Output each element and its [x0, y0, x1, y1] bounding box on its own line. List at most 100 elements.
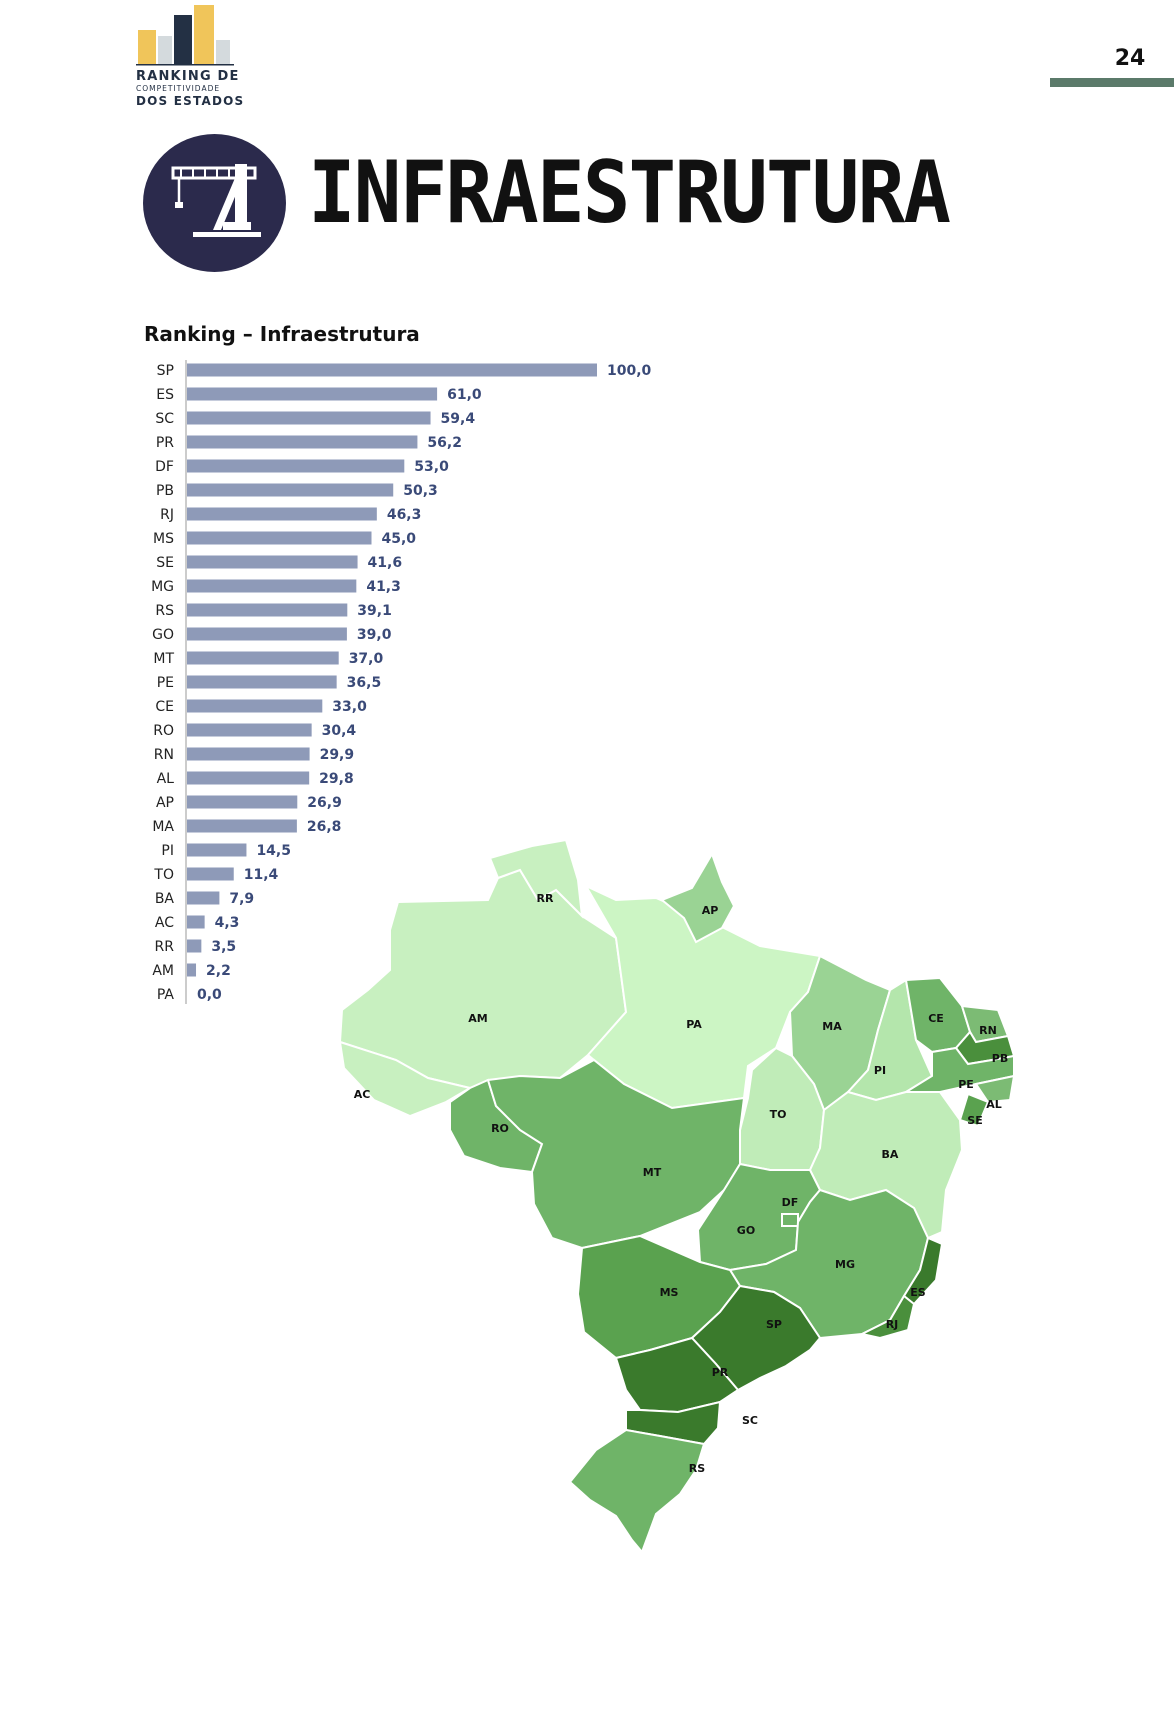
map-state-rs: [568, 1428, 706, 1554]
bar: [187, 963, 197, 977]
bar-value-label: 37,0: [349, 651, 384, 667]
logo-line-3: DOS ESTADOS: [136, 93, 245, 108]
bar-category-label: DF: [155, 459, 174, 475]
bar: [187, 459, 405, 473]
map-label-go: GO: [737, 1224, 755, 1237]
bar-value-label: 2,2: [206, 963, 231, 979]
bar-value-label: 39,1: [357, 603, 392, 619]
bar-category-label: ES: [156, 387, 174, 403]
map-label-rn: RN: [979, 1024, 997, 1037]
logo-bar: [138, 30, 156, 64]
bar: [187, 555, 358, 569]
page-number-underline: [1050, 78, 1174, 87]
logo-baseline: [136, 64, 234, 66]
bar-value-label: 0,0: [197, 987, 222, 1003]
bar-value-label: 30,4: [322, 723, 357, 739]
map-label-mt: MT: [643, 1166, 662, 1179]
bar-value-label: 4,3: [215, 915, 240, 931]
map-label-ap: AP: [702, 904, 719, 917]
map-label-df: DF: [782, 1196, 799, 1209]
map-state-labels: RR AP AM PA MA CE RN PB PI PE AL SE AC RO TO BA MT DF GO MG…: [354, 892, 1009, 1475]
bar-category-label: AL: [157, 771, 175, 787]
map-label-es: ES: [910, 1286, 926, 1299]
bar-value-label: 53,0: [414, 459, 449, 475]
map-state-rj: [859, 1294, 916, 1340]
logo-bar: [216, 40, 230, 64]
bar-value-label: 46,3: [387, 507, 422, 523]
section-title: INFRAESTRUTURA: [308, 143, 951, 243]
bar-value-label: 61,0: [447, 387, 482, 403]
logo-line-1: RANKING DE: [136, 69, 240, 84]
bar-category-label: SP: [157, 363, 174, 379]
bar: [187, 579, 357, 593]
section-badge: [143, 134, 286, 272]
bar-value-label: 59,4: [441, 411, 476, 427]
bar-category-label: CE: [155, 699, 174, 715]
bar: [187, 723, 312, 737]
map-label-to: TO: [770, 1108, 787, 1121]
bar-category-label: BA: [155, 891, 175, 907]
map-label-ma: MA: [822, 1020, 842, 1033]
ranking-bar-chart: SP 100,0 ES 61,0 SC 59,4 PR 56,2 DF 53,0 PB 50,3 RJ 4…: [151, 360, 652, 1004]
map-label-ba: BA: [882, 1148, 899, 1161]
bar-category-label: AC: [155, 915, 174, 931]
bar: [187, 363, 597, 377]
bar: [187, 771, 310, 785]
bar-value-label: 41,6: [368, 555, 403, 571]
bar: [187, 387, 438, 401]
bar: [187, 531, 372, 545]
bar-category-label: PB: [156, 483, 174, 499]
bar: [187, 843, 247, 857]
bar: [187, 627, 347, 641]
map-label-rj: RJ: [886, 1318, 899, 1331]
bar: [187, 675, 337, 689]
bar: [187, 603, 348, 617]
bar: [187, 699, 323, 713]
bar: [187, 651, 339, 665]
logo-bar: [174, 15, 192, 64]
bar-category-label: MG: [151, 579, 174, 595]
bar-value-label: 39,0: [357, 627, 392, 643]
map-label-pr: PR: [712, 1366, 729, 1379]
map-label-pb: PB: [992, 1052, 1008, 1065]
bar: [187, 939, 202, 953]
bar-category-label: RO: [153, 723, 174, 739]
map-state-ap: [660, 851, 736, 944]
bar-category-label: MT: [153, 651, 174, 667]
bar-value-label: 36,5: [347, 675, 382, 691]
bar-value-label: 29,8: [319, 771, 354, 787]
map-label-ro: RO: [491, 1122, 509, 1135]
page-number: 24: [1114, 46, 1146, 71]
map-label-rr: RR: [537, 892, 554, 905]
bar: [187, 747, 310, 761]
bar-category-label: RR: [155, 939, 175, 955]
map-state-rr: [488, 838, 584, 919]
bar-category-label: RS: [155, 603, 174, 619]
bar-category-label: PR: [156, 435, 174, 451]
map-label-ac: AC: [354, 1088, 371, 1101]
chart-title: Ranking – Infraestrutura: [144, 322, 420, 346]
map-label-al: AL: [986, 1098, 1002, 1111]
brazil-choropleth-map: RR AP AM PA MA CE RN PB PI PE AL SE AC RO TO BA MT DF GO MG…: [338, 838, 1016, 1554]
map-label-sp: SP: [766, 1318, 782, 1331]
map-state-df: [781, 1213, 799, 1227]
map-label-mg: MG: [835, 1258, 855, 1271]
map-label-ms: MS: [660, 1286, 679, 1299]
bar-category-label: PE: [157, 675, 174, 691]
bar: [187, 819, 297, 833]
map-label-se: SE: [967, 1114, 982, 1127]
bar-value-label: 11,4: [244, 867, 279, 883]
logo-bar: [194, 5, 214, 64]
bar: [187, 411, 431, 425]
logo-text: RANKING DE COMPETITIVIDADE DOS ESTADOS: [136, 70, 246, 107]
bar-category-label: SC: [155, 411, 174, 427]
bar-value-label: 50,3: [403, 483, 438, 499]
bar-value-label: 56,2: [427, 435, 462, 451]
map-label-ce: CE: [928, 1012, 944, 1025]
ranking-logo: [136, 5, 234, 66]
bar-category-label: RN: [154, 747, 174, 763]
bar-value-label: 26,9: [307, 795, 342, 811]
bar: [187, 891, 220, 905]
bar-category-label: RJ: [160, 507, 174, 523]
bar-category-label: PI: [161, 843, 174, 859]
